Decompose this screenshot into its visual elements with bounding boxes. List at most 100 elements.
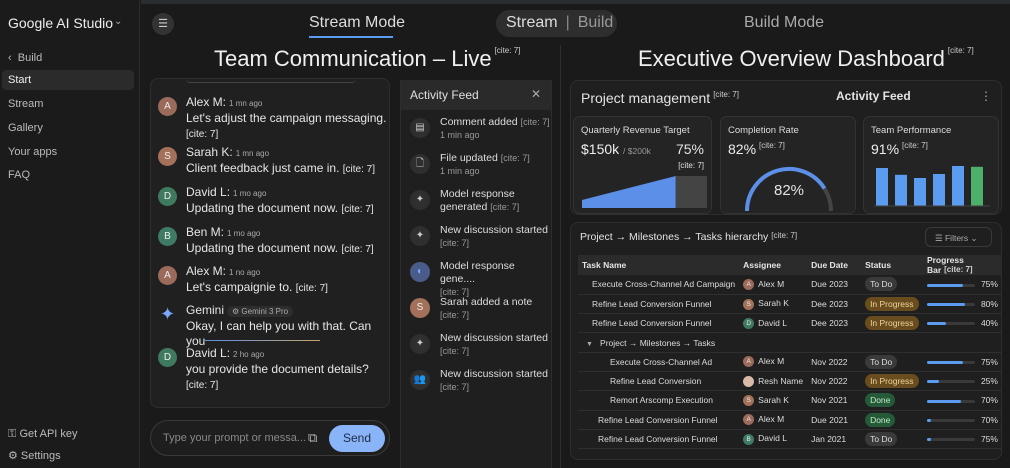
sparkle-icon: ✦: [410, 190, 430, 210]
sidebar-item-stream[interactable]: Stream: [8, 98, 44, 110]
table-row[interactable]: Execute Cross-Channel Ad Campaign A Alex M…: [578, 275, 1002, 295]
due-date: Due 2023: [807, 275, 862, 295]
sidebar-item-faq[interactable]: FAQ: [8, 169, 31, 181]
completion-card: Completion Rate 82% [cite: 7] 82%: [720, 116, 856, 214]
sidebar: Google AI Studio ⌄ ‹ Build Start Stream …: [0, 0, 140, 468]
table-row[interactable]: Refine Lead Conversion Resh Name Nov 2022 I…: [578, 371, 1002, 392]
message-author: David L:: [186, 185, 231, 199]
chat-title: Team Communication – Live [cite: 7]: [214, 46, 521, 71]
chat-message: B Ben M: 1 mo ago Updating the document now…: [158, 225, 388, 257]
feed-item[interactable]: ◐ Model response gene.... [cite: 7]: [410, 260, 550, 299]
close-icon[interactable]: ✕: [530, 87, 541, 101]
settings[interactable]: ⚙ Settings: [8, 450, 61, 462]
assignee-avatar: B: [743, 433, 755, 445]
due-date: Dee 2023: [807, 313, 862, 334]
feed-item[interactable]: 👥 New discussion started [cite: 7]: [410, 368, 550, 394]
feed-item[interactable]: ✦ New discussion started [cite: 7]: [410, 224, 550, 250]
revenue-area-chart: [582, 176, 707, 208]
column-header[interactable]: Due Date: [807, 255, 862, 275]
table-row[interactable]: Remort Arscomp Execution S Sarah K Nov 2021…: [578, 390, 1002, 411]
top-bar: [141, 0, 1010, 4]
chevron-left-icon: ‹: [8, 52, 18, 64]
avatar: D: [158, 348, 177, 367]
more-icon[interactable]: ⋮: [980, 89, 992, 103]
group-row[interactable]: ▼ Project → Milestones → Tasks: [578, 332, 1002, 353]
group-icon: 👥: [410, 370, 430, 390]
message-text: you provide the document details?: [186, 362, 369, 376]
prompt-input[interactable]: Type your prompt or messa... ⧉ Send: [150, 420, 390, 456]
message-text: Updating the document now.: [186, 241, 339, 255]
team-title: Team Performance: [871, 125, 952, 136]
column-header[interactable]: Progress Bar [cite: 7]: [922, 255, 1002, 275]
column-header[interactable]: Assignee: [739, 255, 808, 275]
message-cite: [cite: 7]: [186, 380, 219, 391]
model-badge: ⚙ Gemini 3 Pro: [227, 306, 294, 317]
get-api-key[interactable]: ⚿ Get API key: [8, 428, 78, 440]
chevron-down-icon[interactable]: ⌄: [114, 16, 123, 27]
table-row[interactable]: Refine Lead Conversion Funnel D David L Dee…: [578, 313, 1002, 334]
revenue-pct: 75%: [675, 141, 704, 157]
team-bar: [971, 166, 983, 206]
completion-title: Completion Rate: [728, 125, 799, 136]
table-row[interactable]: Execute Cross-Channel Ad A Alex M Nov 2022 T…: [578, 352, 1002, 372]
task-name: Refine Lead Conversion Funnel: [578, 410, 740, 430]
feed-item[interactable]: ✦ Model response generated [cite: 7]: [410, 188, 550, 214]
feed-item[interactable]: 🗋 File updated [cite: 7] 1 min ago: [410, 152, 550, 178]
send-button[interactable]: Send: [329, 425, 385, 452]
table-row[interactable]: Refine Lead Conversion Funnel B David L Jan…: [578, 429, 1002, 450]
progress-bar: [926, 303, 975, 307]
revenue-card: Quarterly Revenue Target $150k / $200k 7…: [573, 116, 712, 214]
divider: [560, 45, 561, 468]
feed-item[interactable]: ✦ New discussion started [cite: 7]: [410, 332, 550, 358]
message-cite: [cite: 7]: [341, 204, 374, 215]
sparkle-icon: ✦: [410, 226, 430, 246]
due-date: Nov 2022: [807, 352, 862, 372]
gauge-fill: [744, 166, 827, 212]
progress-cell: 75%: [922, 429, 1002, 450]
mode-toggle[interactable]: Stream | Build: [496, 10, 617, 37]
avatar-icon: ◐: [410, 262, 430, 282]
team-bar-chart: [874, 166, 990, 207]
sidebar-item-your-apps[interactable]: Your apps: [8, 146, 58, 158]
progress-bar: [926, 438, 975, 442]
message-author: Gemini: [186, 303, 225, 317]
assignee-photo-avatar: [743, 375, 755, 387]
toggle-stream[interactable]: Stream: [506, 14, 558, 31]
due-date: Nov 2022: [807, 371, 862, 392]
progress-bar: [926, 283, 975, 287]
sidebar-item-gallery[interactable]: Gallery: [8, 122, 43, 134]
progress-cell: 40%: [922, 313, 1002, 334]
team-value: 91% [cite: 7]: [871, 141, 928, 157]
status-badge: Done: [865, 412, 896, 427]
prompt-placeholder: Type your prompt or messa...: [163, 432, 307, 444]
sidebar-item-start[interactable]: Start: [2, 70, 134, 90]
back-to-build[interactable]: ‹ Build: [8, 52, 43, 64]
column-header[interactable]: Task Name: [578, 255, 740, 275]
streaming-indicator: [205, 340, 320, 341]
menu-icon[interactable]: ☰: [152, 13, 174, 35]
tab-build-mode[interactable]: Build Mode: [744, 14, 825, 31]
task-table: Task Name Assignee Due Date Status Progress …: [578, 255, 1002, 450]
progress-cell: 75%: [922, 275, 1002, 295]
column-header[interactable]: Status: [861, 255, 923, 275]
assignee-avatar: S: [743, 395, 755, 407]
task-name: Remort Arscomp Execution: [578, 390, 740, 411]
table-row[interactable]: Refine Lead Conversion Funnel A Alex M Due …: [578, 410, 1002, 430]
copy-icon[interactable]: ⧉: [308, 430, 318, 445]
gear-icon: ⚙: [8, 450, 21, 462]
scroll-indicator: [186, 79, 356, 83]
filters-button[interactable]: ☰ Filters ⌄: [925, 227, 992, 247]
assignee: D David L: [739, 313, 808, 334]
feed-item[interactable]: S Sarah added a note [cite: 7]: [410, 296, 550, 322]
table-row[interactable]: Refine Lead Conversion Funnel S Sarah K Dee…: [578, 294, 1002, 315]
avatar-s-icon: S: [410, 298, 430, 318]
toggle-build[interactable]: Build: [577, 14, 614, 31]
revenue-area: [582, 176, 676, 208]
gear-icon: ⚙: [232, 307, 242, 316]
pm-activity-feed[interactable]: Activity Feed: [836, 89, 911, 103]
message-cite: [cite: 7]: [186, 129, 219, 140]
tab-underline: [309, 36, 393, 38]
tab-stream-mode[interactable]: Stream Mode: [309, 14, 406, 31]
feed-item[interactable]: ▤ Comment added [cite: 7] 1 min ago: [410, 116, 550, 142]
avatar: A: [158, 97, 177, 116]
